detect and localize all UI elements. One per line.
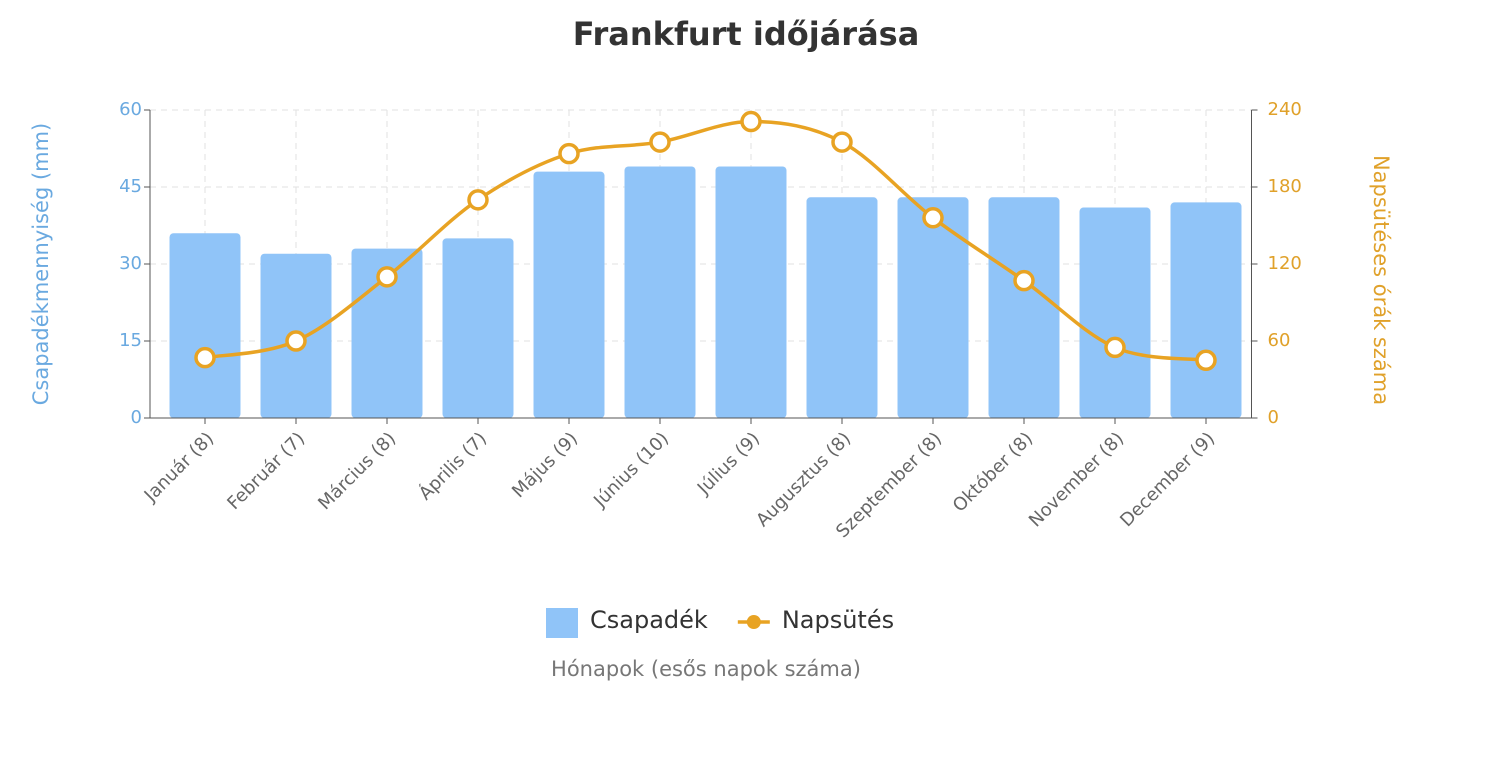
line-point	[558, 142, 580, 165]
y2-tick-label: 60	[1268, 330, 1291, 351]
line-point	[1195, 349, 1217, 371]
x-tick-label: Január (8)	[140, 428, 218, 506]
y2-tick-label: 0	[1268, 407, 1279, 428]
bar	[1079, 207, 1151, 418]
legend-label: Csapadék	[590, 606, 708, 634]
x-tick-label: December (9)	[1116, 428, 1219, 531]
x-tick-label: Június (10)	[589, 428, 673, 512]
x-tick-label: Július (9)	[693, 428, 764, 499]
bar	[533, 171, 605, 418]
bar	[169, 233, 241, 418]
y2-tick-label: 120	[1268, 253, 1302, 274]
y-tick-label: 0	[131, 407, 142, 428]
y-axis-title: Csapadékmennyiség (mm)	[29, 123, 53, 406]
x-tick-label: Október (8)	[949, 428, 1037, 516]
bar	[715, 166, 787, 418]
x-axis-title: Hónapok (esős napok száma)	[551, 657, 861, 681]
x-tick-label: Augusztus (8)	[752, 428, 855, 531]
y-tick-label: 60	[119, 99, 142, 120]
bar	[624, 166, 696, 418]
bar	[806, 197, 878, 418]
y-tick-label: 45	[119, 176, 142, 197]
legend-label: Napsütés	[782, 606, 894, 634]
line-point	[1104, 336, 1126, 359]
bar	[1170, 202, 1242, 418]
bar	[897, 197, 969, 418]
bar	[442, 238, 514, 418]
x-tick-label: Március (8)	[314, 428, 400, 514]
x-tick-label: Április (7)	[414, 428, 491, 505]
y2-tick-label: 180	[1268, 176, 1302, 197]
bar	[988, 197, 1060, 418]
chart-title: Frankfurt időjárása	[573, 15, 920, 53]
line-point	[649, 131, 671, 153]
x-tick-label: November (8)	[1025, 428, 1128, 531]
x-tick-label: Május (9)	[508, 428, 582, 502]
line-point	[376, 266, 398, 288]
line-point	[194, 346, 216, 369]
y-tick-label: 15	[119, 330, 142, 351]
y-tick-label: 30	[119, 253, 142, 274]
y2-tick-label: 240	[1268, 99, 1302, 120]
line-point	[740, 110, 762, 133]
line-point	[1013, 269, 1035, 292]
x-tick-label: Február (7)	[223, 428, 309, 514]
line-point	[285, 330, 307, 352]
legend-swatch	[546, 608, 578, 638]
line-point	[467, 189, 489, 211]
y2-axis-title: Napsütéses órák száma	[1369, 155, 1393, 405]
legend-marker	[746, 615, 761, 629]
line-point	[831, 131, 853, 153]
line-point	[922, 207, 944, 229]
